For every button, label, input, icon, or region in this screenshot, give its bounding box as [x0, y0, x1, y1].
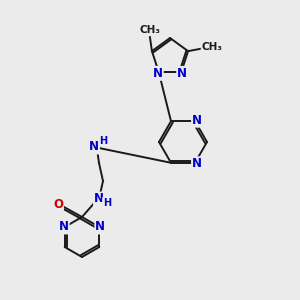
Text: N: N: [177, 67, 187, 80]
Text: N: N: [89, 140, 99, 154]
Text: CH₃: CH₃: [140, 25, 160, 35]
Text: N: N: [59, 220, 69, 233]
Text: CH₃: CH₃: [202, 42, 223, 52]
Text: N: N: [192, 114, 202, 127]
Text: H: H: [99, 136, 107, 146]
Text: O: O: [53, 197, 63, 211]
Text: N: N: [94, 193, 104, 206]
Text: N: N: [153, 67, 163, 80]
Text: H: H: [103, 198, 111, 208]
Text: N: N: [95, 220, 105, 233]
Text: N: N: [192, 157, 202, 170]
